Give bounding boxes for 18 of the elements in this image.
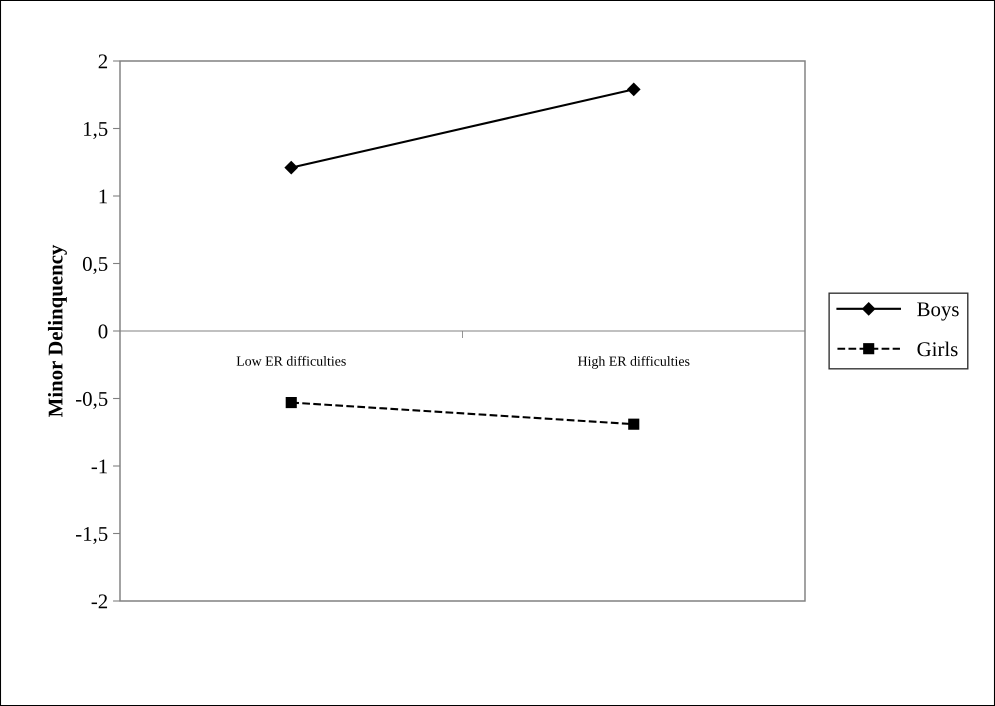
point xyxy=(627,82,640,96)
y-tick-label: 1,5 xyxy=(84,122,108,139)
y-tick-label: -0,5 xyxy=(76,392,108,409)
y-tick-label: 2 xyxy=(98,54,108,68)
x-tick-label: Low ER difficulties xyxy=(236,356,346,366)
y-tick-label: -1 xyxy=(92,459,107,474)
point xyxy=(286,396,297,408)
y-axis-title: Minor Delinquency xyxy=(48,244,67,417)
point xyxy=(628,418,640,430)
y-tick-label: -1,5 xyxy=(76,526,108,544)
point xyxy=(284,161,298,174)
legend-label: Girls xyxy=(917,342,958,356)
y-tick-label: 1 xyxy=(100,189,107,204)
y-tick-label: -2 xyxy=(92,594,108,608)
y-tick-label: 0,5 xyxy=(82,256,108,274)
y-tick-label: 0 xyxy=(98,324,108,338)
legend-label: Boys xyxy=(917,302,959,321)
x-tick-label: High ER difficulties xyxy=(578,356,690,369)
